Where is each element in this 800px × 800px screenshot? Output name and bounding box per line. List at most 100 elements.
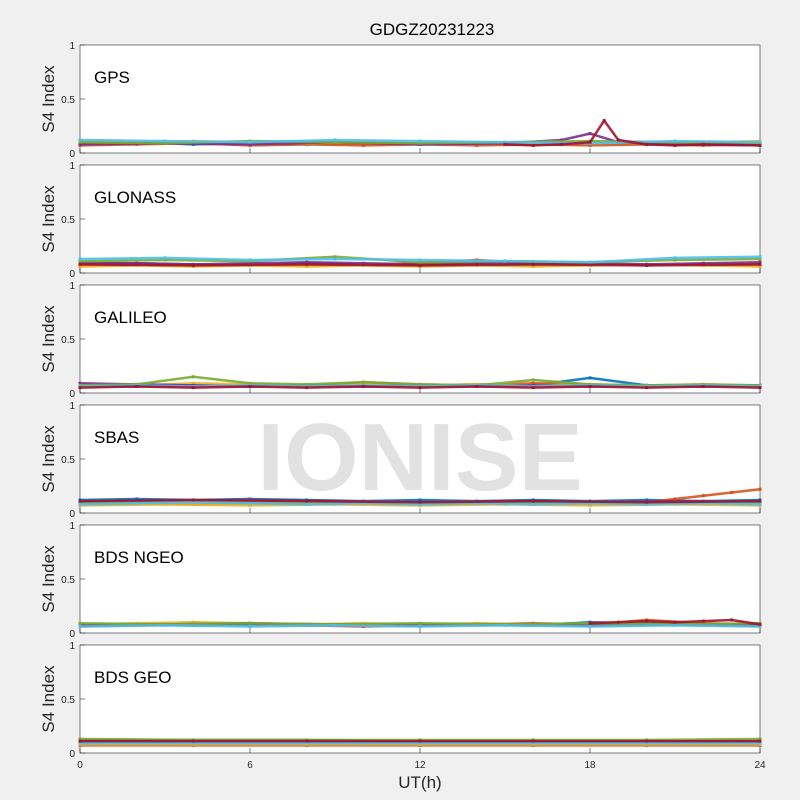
data-point <box>191 386 195 390</box>
data-point <box>758 255 762 259</box>
data-point <box>418 741 422 745</box>
y-tick-label: 0 <box>69 629 75 640</box>
data-point <box>701 261 705 265</box>
y-tick-label: 0 <box>69 269 75 280</box>
y-tick-label: 1 <box>69 281 75 292</box>
data-point <box>531 378 535 382</box>
data-point <box>78 499 82 503</box>
y-tick-label: 0.5 <box>61 335 75 346</box>
data-point <box>361 501 365 505</box>
y-tick-label: 0.5 <box>61 455 75 466</box>
data-point <box>588 140 592 144</box>
data-point <box>305 262 309 266</box>
data-point <box>758 257 762 261</box>
series-7 <box>503 119 762 147</box>
data-point <box>701 142 705 146</box>
data-point <box>248 140 252 144</box>
data-point <box>305 260 309 264</box>
y-tick-label: 0.5 <box>61 215 75 226</box>
panel-glonass: 0 0.5 1 S4 Index GLONASS <box>39 161 762 280</box>
data-point <box>758 143 762 147</box>
data-point <box>78 621 82 625</box>
data-point <box>78 381 82 385</box>
y-tick-label: 0.5 <box>61 575 75 586</box>
y-tick-label: 1 <box>69 161 75 172</box>
series-7 <box>588 618 762 626</box>
y-tick-label: 0 <box>69 509 75 520</box>
data-point <box>588 385 592 388</box>
x-axis-label: UT(h) <box>398 773 441 792</box>
data-point <box>361 261 365 265</box>
data-point <box>333 623 337 627</box>
data-point <box>503 142 507 146</box>
data-point <box>78 259 82 263</box>
data-point <box>78 625 82 628</box>
data-point <box>673 623 677 627</box>
data-point <box>645 263 649 267</box>
data-point <box>701 494 705 498</box>
data-point <box>758 739 762 743</box>
y-tick-label: 1 <box>69 41 75 52</box>
panel-label: GPS <box>94 68 130 87</box>
panel-label: BDS NGEO <box>94 548 184 567</box>
data-point <box>645 500 649 504</box>
data-point <box>333 257 337 261</box>
data-point <box>305 739 309 743</box>
panel-gps: 0 0.5 1 S4 Index GPS <box>39 41 762 160</box>
data-point <box>758 622 762 626</box>
panels: 0 0.5 1 S4 Index GPS 0 0.5 1 S4 Index GLONASS 0 0.5… <box>39 41 766 771</box>
y-axis-label: S4 Index <box>39 65 58 133</box>
data-point <box>758 737 762 741</box>
series-6 <box>78 623 762 628</box>
data-point <box>163 141 167 145</box>
data-point <box>191 620 195 624</box>
x-tick-label: 12 <box>414 760 426 771</box>
y-axis-label: S4 Index <box>39 305 58 373</box>
data-point <box>758 741 762 745</box>
data-point <box>588 143 592 147</box>
data-point <box>248 625 252 628</box>
data-point <box>531 741 535 745</box>
data-point <box>418 258 422 262</box>
data-point <box>758 260 762 264</box>
data-point <box>645 739 649 743</box>
data-point <box>645 619 649 623</box>
data-point <box>248 261 252 265</box>
data-point <box>248 621 252 625</box>
series-7 <box>78 498 762 504</box>
series-6 <box>78 741 762 745</box>
plot-area <box>79 524 761 634</box>
data-point <box>418 386 422 390</box>
data-point <box>191 263 195 267</box>
data-point <box>531 739 535 743</box>
watermark: IONISE <box>257 404 582 511</box>
data-point <box>163 258 167 262</box>
data-point <box>418 500 422 504</box>
panel-sbas: 0 0.5 1 S4 Index SBAS <box>39 401 762 520</box>
data-point <box>758 386 762 390</box>
x-tick-label: 6 <box>247 760 253 771</box>
data-point <box>135 385 139 388</box>
panel-galileo: 0 0.5 1 S4 Index GALILEO <box>39 281 762 400</box>
chart-title: GDGZ20231223 <box>370 20 495 39</box>
panel-label: GALILEO <box>94 308 167 327</box>
data-point <box>475 385 479 388</box>
y-tick-label: 0.5 <box>61 95 75 106</box>
series-6 <box>78 255 762 264</box>
y-axis-label: S4 Index <box>39 545 58 613</box>
plot-area <box>79 164 761 274</box>
data-point <box>248 381 252 385</box>
y-tick-label: 0 <box>69 389 75 400</box>
data-point <box>503 623 507 627</box>
data-point <box>758 262 762 266</box>
data-point <box>418 621 422 625</box>
y-tick-label: 1 <box>69 521 75 532</box>
data-point <box>361 143 365 147</box>
data-point <box>531 499 535 503</box>
data-point <box>78 741 82 745</box>
data-point <box>645 741 649 745</box>
data-point <box>503 259 507 263</box>
plot-area <box>79 284 761 394</box>
data-point <box>531 381 535 385</box>
data-point <box>248 258 252 262</box>
